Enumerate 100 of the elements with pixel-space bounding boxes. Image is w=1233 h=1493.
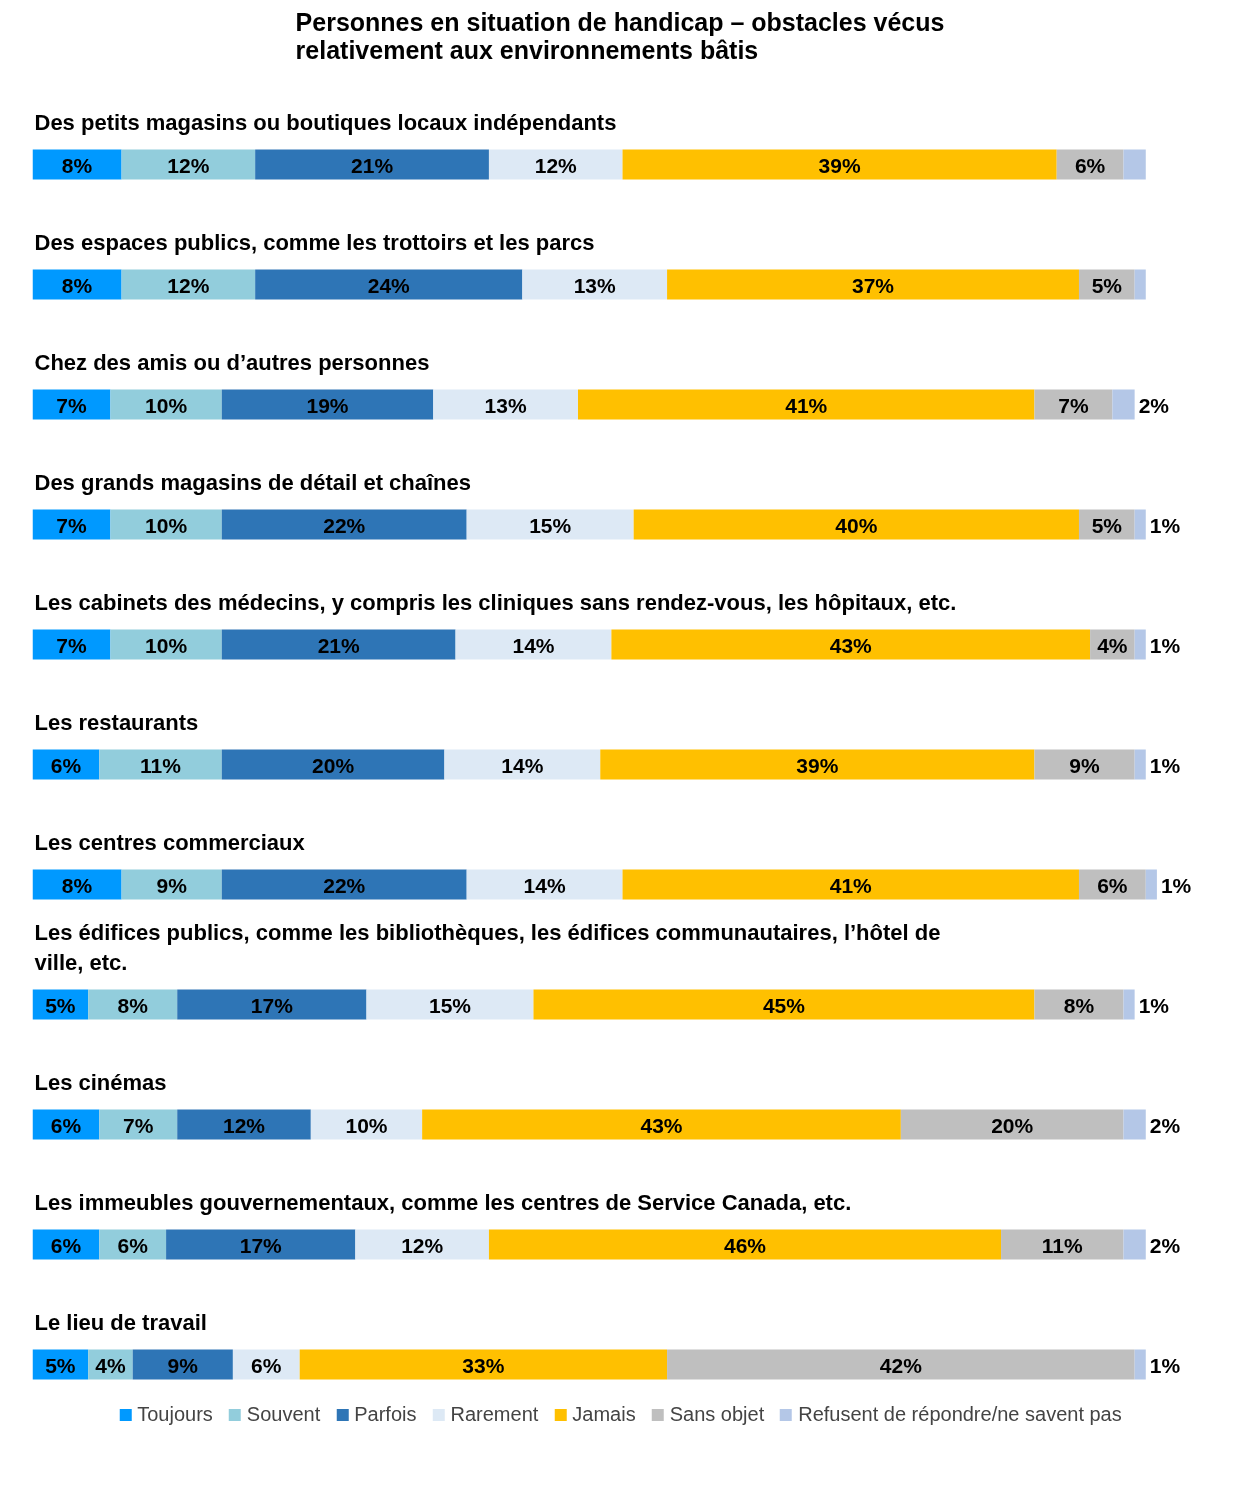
data-label: 42% <box>879 1354 923 1377</box>
data-label: 39% <box>818 154 861 177</box>
bar <box>1034 749 1135 780</box>
y-tick-label: Les cabinets des médecins, y compris les cliniques sans rendez-vous, les hôpitaux, etc. <box>34 589 957 615</box>
data-label: 1% <box>1149 634 1181 657</box>
bar <box>1112 389 1135 420</box>
bar <box>166 1229 356 1260</box>
data-label: 21% <box>351 154 394 177</box>
y-tick-label: Les centres commerciaux <box>34 829 306 855</box>
bar <box>1001 1229 1124 1260</box>
data-label: 41% <box>829 874 873 897</box>
data-label: 12% <box>223 1114 266 1137</box>
data-label: 33% <box>462 1354 505 1377</box>
bar <box>1034 989 1124 1020</box>
data-label: 1% <box>1160 874 1192 897</box>
bar <box>1134 509 1146 540</box>
data-label: 13% <box>573 274 617 297</box>
data-label: 6% <box>117 1234 149 1257</box>
data-label: 21% <box>317 634 360 657</box>
data-label: 1% <box>1138 994 1170 1017</box>
data-label: 43% <box>829 634 873 657</box>
data-label: 10% <box>345 1114 388 1137</box>
data-label: 9% <box>167 1354 199 1377</box>
data-label: 45% <box>762 994 806 1017</box>
bar <box>221 749 445 780</box>
bar <box>1145 869 1157 900</box>
data-label: 10% <box>145 394 188 417</box>
data-label: 8% <box>61 274 93 297</box>
bar <box>433 389 578 420</box>
data-label: 37% <box>852 274 895 297</box>
bar <box>1123 1109 1146 1140</box>
y-tick-label: Les immeubles gouvernementaux, comme les centres de Service Canada, etc. <box>34 1189 852 1215</box>
data-label: 11% <box>140 754 182 777</box>
data-label: 9% <box>156 874 188 897</box>
data-label: 8% <box>61 154 93 177</box>
data-label: 15% <box>529 514 572 537</box>
data-label: 1% <box>1149 514 1181 537</box>
data-label: 8% <box>61 874 93 897</box>
data-label: 6% <box>1097 874 1128 897</box>
chart-title: Personnes en situation de handicap – obstacles vécus relativement aux environnements bâtis <box>295 7 945 64</box>
y-tick-label: Les cinémas <box>34 1069 167 1095</box>
bar <box>466 869 623 900</box>
bar <box>1034 389 1113 420</box>
legend-label: Souvent <box>246 1403 321 1426</box>
bar <box>622 149 1057 180</box>
data-label: 24% <box>367 274 411 297</box>
data-label: 2% <box>1149 1114 1181 1137</box>
bar <box>522 269 668 300</box>
data-label: 15% <box>428 994 472 1017</box>
bar <box>1134 269 1146 300</box>
bar <box>444 749 601 780</box>
y-tick-label: Les restaurants <box>34 709 199 735</box>
data-label: 40% <box>835 514 878 537</box>
legend-label: Parfois <box>354 1403 417 1426</box>
bar <box>99 1109 178 1140</box>
data-label: 6% <box>50 1114 82 1137</box>
data-label: 46% <box>723 1234 767 1257</box>
bar <box>99 749 222 780</box>
data-label: 2% <box>1138 394 1170 417</box>
bar <box>355 1229 489 1260</box>
data-label: 7% <box>56 394 87 417</box>
bar <box>1123 989 1135 1020</box>
data-label: 11% <box>1041 1234 1084 1257</box>
data-label: 7% <box>123 1114 154 1137</box>
bar <box>488 1229 1002 1260</box>
legend-label: Sans objet <box>669 1403 765 1426</box>
data-label: 12% <box>534 154 578 177</box>
data-label: 5% <box>45 994 76 1017</box>
bar <box>110 629 222 660</box>
bar <box>255 149 489 180</box>
bar <box>1134 1349 1146 1380</box>
y-tick-label: Des grands magasins de détail et chaînes <box>34 469 471 495</box>
bar <box>1134 749 1146 780</box>
bar <box>633 509 1079 540</box>
data-label: 4% <box>1097 634 1128 657</box>
data-label: 5% <box>1091 274 1123 297</box>
data-label: 12% <box>167 274 210 297</box>
data-label: 8% <box>117 994 149 1017</box>
bar <box>110 389 222 420</box>
bar <box>132 1349 233 1380</box>
bar <box>299 1349 668 1380</box>
y-tick-label: Les édifices publics, comme les bibliothèques, les édifices communautaires, l’hôtel de ville, etc. <box>34 919 941 975</box>
data-label: 6% <box>251 1354 282 1377</box>
data-label: 1% <box>1149 754 1181 777</box>
data-label: 20% <box>991 1114 1034 1137</box>
y-tick-label: Le lieu de travail <box>34 1309 207 1335</box>
bar <box>366 989 534 1020</box>
data-label: 9% <box>1069 754 1101 777</box>
data-label: 12% <box>401 1234 444 1257</box>
bar <box>667 1349 1135 1380</box>
bar <box>533 989 1035 1020</box>
data-label: 1% <box>1149 1354 1181 1377</box>
bar <box>455 629 612 660</box>
y-tick-label: Chez des amis ou d’autres personnes <box>34 349 430 375</box>
data-label: 7% <box>1058 394 1089 417</box>
data-label: 10% <box>145 514 188 537</box>
bar <box>221 869 467 900</box>
legend-label: Rarement <box>450 1403 539 1426</box>
bar <box>422 1109 901 1140</box>
data-label: 14% <box>501 754 544 777</box>
